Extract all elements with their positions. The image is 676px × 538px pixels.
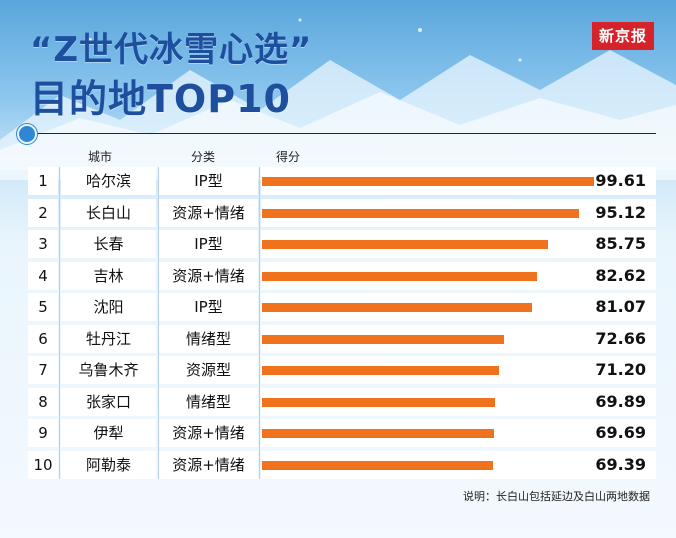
table-row: 2 长白山 资源+情绪 95.12 xyxy=(28,198,656,227)
table-row: 5 沈阳 IP型 81.07 xyxy=(28,293,656,321)
score-bar xyxy=(262,460,493,470)
divider-line xyxy=(30,133,656,134)
score-bar xyxy=(262,397,495,407)
newspaper-logo: 新京报 xyxy=(591,22,654,50)
type-label: IP型 xyxy=(159,293,258,321)
score-cell: 72.66 xyxy=(261,324,656,353)
score-cell: 95.12 xyxy=(261,198,656,227)
score-cell: 85.75 xyxy=(261,230,656,258)
city-label: 长白山 xyxy=(61,198,156,227)
type-label: 资源+情绪 xyxy=(159,198,258,227)
column-header-city: 城市 xyxy=(88,150,113,164)
table-row: 9 伊犁 资源+情绪 69.69 xyxy=(28,419,656,447)
city-label: 牡丹江 xyxy=(61,324,156,353)
rank-label: 1 xyxy=(28,167,58,195)
footnote: 说明：长白山包括延边及白山两地数据 xyxy=(463,490,650,503)
score-value-label: 99.61 xyxy=(595,171,646,190)
type-label: 情绪型 xyxy=(159,324,258,353)
score-cell: 69.69 xyxy=(261,419,656,447)
type-label: 资源型 xyxy=(159,356,258,384)
table-row: 1 哈尔滨 IP型 99.61 xyxy=(28,167,656,195)
score-bar xyxy=(262,271,537,281)
score-bar xyxy=(262,303,532,312)
rank-label: 2 xyxy=(28,198,58,227)
score-value-label: 95.12 xyxy=(595,202,646,222)
score-cell: 81.07 xyxy=(261,293,656,321)
score-bar xyxy=(262,334,504,344)
column-header-score: 得分 xyxy=(276,150,301,164)
score-value-label: 69.89 xyxy=(595,391,646,411)
score-cell: 69.39 xyxy=(261,450,656,479)
city-label: 伊犁 xyxy=(61,419,156,447)
score-cell: 69.89 xyxy=(261,387,656,416)
city-label: 张家口 xyxy=(61,387,156,416)
type-label: 资源+情绪 xyxy=(159,450,258,479)
city-label: 阿勒泰 xyxy=(61,450,156,479)
city-label: 长春 xyxy=(61,230,156,258)
score-value-label: 82.62 xyxy=(595,265,646,285)
title-line-2: 目的地TOP10 xyxy=(30,77,291,121)
column-divider xyxy=(59,167,60,479)
score-value-label: 81.07 xyxy=(595,297,646,316)
score-cell: 82.62 xyxy=(261,261,656,290)
column-divider xyxy=(259,167,260,479)
score-value-label: 69.39 xyxy=(595,454,646,474)
rank-label: 6 xyxy=(28,324,58,353)
score-value-label: 71.20 xyxy=(595,360,646,379)
score-bar xyxy=(262,240,548,249)
rank-label: 4 xyxy=(28,261,58,290)
table-row: 7 乌鲁木齐 资源型 71.20 xyxy=(28,356,656,384)
score-bar xyxy=(262,208,579,218)
column-header-type: 分类 xyxy=(191,150,216,164)
column-divider xyxy=(158,167,159,479)
city-label: 乌鲁木齐 xyxy=(61,356,156,384)
type-label: 资源+情绪 xyxy=(159,419,258,447)
score-value-label: 69.69 xyxy=(595,423,646,442)
city-label: 吉林 xyxy=(61,261,156,290)
score-cell: 71.20 xyxy=(261,356,656,384)
score-value-label: 85.75 xyxy=(595,234,646,253)
rank-label: 10 xyxy=(28,450,58,479)
table-row: 10 阿勒泰 资源+情绪 69.39 xyxy=(28,450,656,479)
table-row: 8 张家口 情绪型 69.89 xyxy=(28,387,656,416)
rank-label: 7 xyxy=(28,356,58,384)
type-label: 情绪型 xyxy=(159,387,258,416)
score-bar xyxy=(262,429,494,438)
city-label: 哈尔滨 xyxy=(61,167,156,195)
score-cell: 99.61 xyxy=(261,167,656,195)
table-row: 6 牡丹江 情绪型 72.66 xyxy=(28,324,656,353)
type-label: 资源+情绪 xyxy=(159,261,258,290)
rank-label: 9 xyxy=(28,419,58,447)
table-row: 3 长春 IP型 85.75 xyxy=(28,230,656,258)
type-label: IP型 xyxy=(159,167,258,195)
type-label: IP型 xyxy=(159,230,258,258)
score-bar xyxy=(262,177,594,186)
title-line-1: “Z世代冰雪心选” xyxy=(30,30,313,70)
rank-label: 8 xyxy=(28,387,58,416)
score-value-label: 72.66 xyxy=(595,328,646,348)
city-label: 沈阳 xyxy=(61,293,156,321)
rank-label: 3 xyxy=(28,230,58,258)
table-row: 4 吉林 资源+情绪 82.62 xyxy=(28,261,656,290)
score-bar xyxy=(262,366,499,375)
rank-label: 5 xyxy=(28,293,58,321)
bullet-dot-icon xyxy=(17,124,37,144)
